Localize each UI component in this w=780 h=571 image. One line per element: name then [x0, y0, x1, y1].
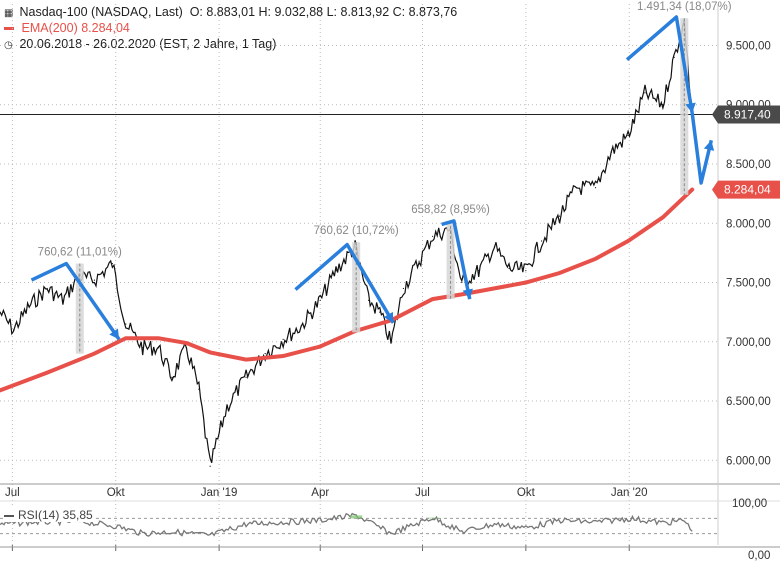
price-point [319, 299, 321, 301]
price-point [0, 311, 1, 313]
legend-ema: EMA(200) 8.284,04 [4, 21, 130, 36]
price-point [594, 187, 597, 189]
x-tick-label: Okt [517, 487, 536, 499]
y-tick-label: 6.500,00 [726, 396, 771, 408]
y-tick-label: 6.000,00 [726, 455, 771, 467]
y-tick-label: 7.000,00 [726, 337, 771, 349]
arrow-head-icon [109, 328, 120, 340]
ema-legend-label: EMA(200) 8.284,04 [21, 21, 130, 35]
trend-arrow [690, 112, 714, 185]
trend-arrow [294, 242, 395, 324]
price-point [226, 406, 228, 408]
price-point [575, 187, 578, 189]
rsi-overbought-fill [426, 517, 439, 519]
price-point [367, 299, 370, 301]
rsi-overbought-fill [350, 515, 363, 519]
ema-price-tag-bg [712, 180, 780, 199]
price-point [461, 281, 463, 284]
ohlc-bars-icon: ▦ [4, 8, 14, 19]
x-tick-label: Jul [5, 487, 20, 499]
rsi-legend: RSI(14) 35,85 [4, 508, 95, 522]
price-series-line [0, 19, 693, 463]
price-point [662, 104, 664, 106]
price-point [282, 338, 284, 341]
range-box [680, 18, 689, 195]
price-point [673, 56, 675, 58]
last-price-tag: 8.917,40 [724, 108, 771, 122]
price-point [171, 376, 173, 378]
price-point [245, 376, 247, 378]
x-tick-label: Jan '20 [611, 487, 648, 499]
price-point [142, 347, 144, 349]
price-point [111, 262, 113, 265]
rsi-line [0, 512, 693, 537]
price-point [390, 342, 392, 344]
price-point [46, 287, 48, 290]
rsi-label: RSI(14) 35,85 [18, 508, 93, 522]
arrow-head-icon [703, 140, 715, 151]
y-tick-label: 9.500,00 [726, 40, 771, 52]
ema-series-line [0, 187, 695, 393]
x-tick-label: Jan '19 [201, 487, 238, 499]
y-tick-label: 7.500,00 [726, 278, 771, 290]
ema-swatch-icon [4, 27, 14, 31]
y-tick-label: 8.500,00 [726, 159, 771, 171]
price-point [540, 240, 543, 242]
x-tick-label: Jul [415, 487, 430, 499]
arrow-head-icon [383, 311, 394, 323]
price-point [402, 287, 404, 290]
price-point [264, 353, 266, 355]
price-point [335, 270, 337, 272]
price-point [610, 151, 612, 153]
price-point [627, 134, 629, 137]
price-point [431, 235, 434, 237]
range-label: 760,62 (10,72%) [314, 225, 399, 237]
price-point [12, 329, 15, 331]
price-point [478, 270, 480, 272]
ohlc-values: O: 8.883,01 H: 9.032,88 L: 8.813,92 C: 8… [189, 5, 458, 19]
x-tick-label: Apr [311, 487, 329, 499]
price-point [62, 299, 64, 301]
ema-price-tag: 8.284,04 [724, 183, 771, 197]
price-point [493, 246, 495, 248]
price-point [157, 347, 160, 349]
trend-arrow [441, 219, 472, 300]
rsi-tick-label: 100,00 [732, 498, 767, 510]
legend-instrument: ▦ Nasdaq-100 (NASDAQ, Last) O: 8.883,01 … [4, 5, 457, 21]
price-point [93, 279, 95, 281]
trend-arrow [30, 261, 121, 341]
range-label: 760,62 (11,01%) [38, 247, 122, 259]
x-tick-label: Okt [107, 487, 126, 499]
price-point [525, 270, 527, 272]
price-point [558, 215, 561, 217]
date-range-label: 20.06.2018 - 26.02.2020 (EST, 2 Jahre, 1… [19, 37, 277, 51]
price-point [28, 305, 30, 307]
y-tick-label: 8.000,00 [726, 218, 771, 230]
price-point [198, 388, 200, 390]
price-point [418, 260, 420, 262]
instrument-name: Nasdaq-100 (NASDAQ, Last) [19, 5, 183, 19]
trend-arrow [625, 15, 694, 114]
price-point [125, 323, 127, 325]
rsi-swatch-icon [4, 514, 14, 517]
range-label: 1.491,34 (18,07%) [637, 1, 732, 13]
price-point [300, 325, 302, 327]
arrow-head-icon [685, 102, 696, 114]
price-point [508, 267, 510, 269]
price-point [209, 465, 211, 467]
rsi-tick-label: 0,00 [748, 550, 770, 562]
arrow-head-icon [462, 288, 473, 300]
price-point [379, 311, 381, 313]
range-box [446, 220, 455, 300]
price-point [644, 92, 646, 94]
price-point [185, 347, 188, 349]
last-price-tag-bg [712, 105, 780, 124]
range-label: 658,82 (8,95%) [411, 204, 490, 216]
